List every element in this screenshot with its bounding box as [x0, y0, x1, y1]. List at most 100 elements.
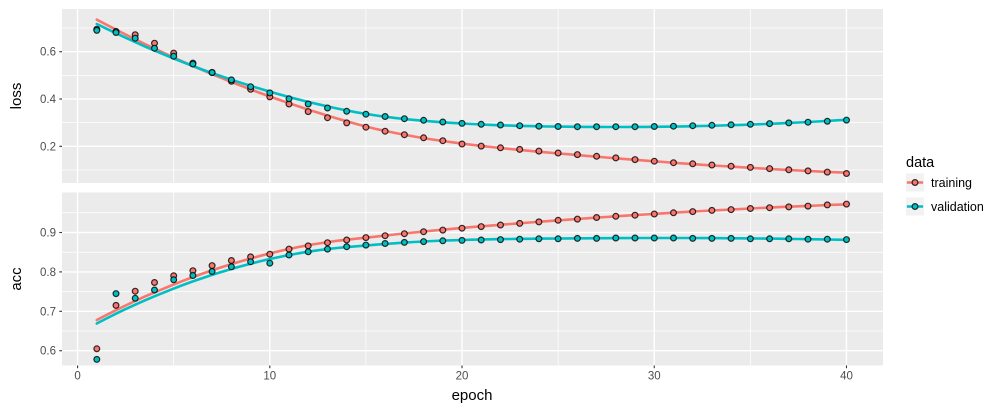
data-point-validation — [535, 122, 543, 130]
acc-panel — [62, 192, 883, 366]
data-point-training — [823, 201, 831, 209]
data-point-validation — [439, 118, 447, 126]
data-point-validation — [266, 259, 274, 267]
data-point-training — [112, 301, 120, 309]
data-point-training — [304, 108, 312, 116]
data-point-validation — [189, 272, 197, 280]
data-point-training — [227, 257, 235, 265]
legend-title: data — [906, 155, 935, 171]
data-point-training — [650, 210, 658, 218]
data-point-validation — [593, 123, 601, 131]
data-point-training — [727, 162, 735, 170]
data-point-training — [631, 211, 639, 219]
data-point-validation — [343, 107, 351, 115]
data-point-validation — [362, 110, 370, 118]
data-point-validation — [304, 100, 312, 108]
data-point-training — [573, 215, 581, 223]
data-point-validation — [650, 122, 658, 130]
data-point-validation — [612, 234, 620, 242]
data-point-training — [804, 202, 812, 210]
data-point-training — [208, 262, 216, 270]
data-point-validation — [458, 236, 466, 244]
x-axis-title: epoch — [452, 387, 493, 404]
legend-label-training: training — [931, 176, 972, 190]
chart-generated-layer: 0.2 0.4 0.6 0.6 0.7 0.8 0.9 0 10 20 30 40 — [40, 9, 924, 383]
data-point-validation — [151, 44, 159, 52]
data-point-training — [439, 226, 447, 234]
data-point-training — [304, 242, 312, 250]
y-tick-label: 0.8 — [40, 267, 56, 279]
data-point-validation — [689, 234, 697, 242]
data-point-training — [535, 218, 543, 226]
smooth-line-validation — [95, 236, 848, 325]
data-point-validation — [631, 234, 639, 242]
data-point-training — [477, 223, 485, 231]
data-point-training — [420, 228, 428, 236]
data-point-training — [593, 152, 601, 160]
data-point-training — [554, 216, 562, 224]
smooth-line-validation — [95, 22, 848, 129]
y-axis-title-loss: loss — [8, 83, 25, 110]
loss-panel — [62, 9, 883, 183]
data-point-training — [324, 114, 332, 122]
data-point-validation — [420, 238, 428, 246]
data-point-validation — [304, 248, 312, 256]
x-tick-label: 40 — [840, 371, 853, 383]
data-point-training — [593, 214, 601, 222]
data-point-validation — [170, 276, 178, 284]
data-point-validation — [112, 29, 120, 37]
data-point-validation — [669, 234, 677, 242]
data-point-training — [631, 156, 639, 164]
loss-data-layer — [93, 18, 850, 178]
data-point-training — [727, 206, 735, 214]
x-tick-label: 10 — [263, 371, 276, 383]
data-point-training — [439, 137, 447, 145]
data-point-validation — [477, 236, 485, 244]
data-point-training — [458, 140, 466, 148]
data-point-validation — [573, 234, 581, 242]
data-point-validation — [247, 258, 255, 266]
y-tick-label: 0.2 — [40, 141, 56, 153]
data-point-training — [842, 200, 850, 208]
data-point-training — [131, 287, 139, 295]
data-point-training — [823, 168, 831, 176]
data-point-training — [497, 221, 505, 229]
data-point-validation — [631, 123, 639, 131]
x-tick-label: 0 — [74, 371, 80, 383]
data-point-training — [554, 149, 562, 157]
data-point-training — [497, 144, 505, 152]
data-point-validation — [842, 116, 850, 124]
data-point-validation — [650, 234, 658, 242]
data-point-training — [766, 204, 774, 212]
data-point-training — [400, 131, 408, 139]
data-point-training — [746, 163, 754, 171]
data-point-validation — [535, 235, 543, 243]
data-point-validation — [131, 34, 139, 42]
data-point-training — [285, 245, 293, 253]
data-point-validation — [400, 238, 408, 246]
y-tick-label: 0.7 — [40, 306, 56, 318]
data-point-validation — [285, 251, 293, 259]
data-point-training — [362, 123, 370, 131]
y-axis-title-acc: acc — [8, 267, 25, 291]
data-point-validation — [400, 115, 408, 123]
data-point-training — [785, 166, 793, 174]
data-point-training — [266, 250, 274, 258]
data-point-validation — [247, 83, 255, 91]
x-tick-label: 20 — [456, 371, 469, 383]
y-tick-label: 0.6 — [40, 47, 56, 59]
data-point-training — [93, 345, 101, 353]
data-point-training — [516, 219, 524, 227]
data-point-validation — [516, 122, 524, 130]
smooth-line-training — [95, 18, 848, 174]
data-point-validation — [189, 60, 197, 68]
data-point-validation — [497, 121, 505, 129]
data-point-training — [612, 212, 620, 220]
data-point-validation — [170, 52, 178, 60]
data-point-validation — [554, 235, 562, 243]
data-point-training — [381, 232, 389, 240]
data-point-validation — [93, 26, 101, 34]
data-point-validation — [823, 117, 831, 125]
data-point-training — [766, 165, 774, 173]
